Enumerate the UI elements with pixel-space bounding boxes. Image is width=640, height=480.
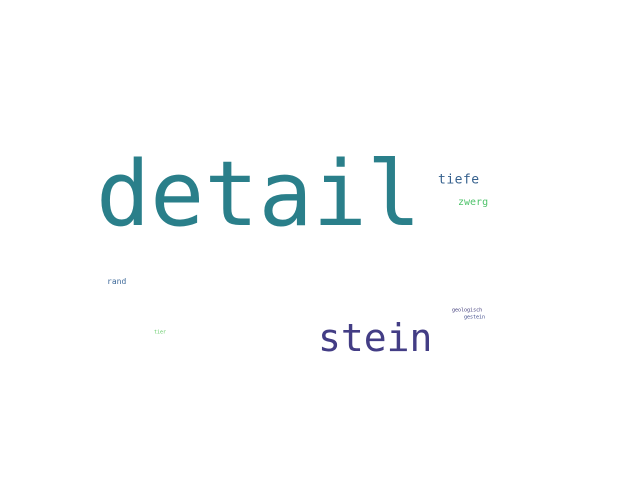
word-stein: stein [318, 316, 433, 360]
word-rand: rand [107, 277, 127, 286]
word-gestein: gestein [464, 314, 486, 321]
word-geologisch: geologisch [452, 307, 483, 314]
word-detail: detail [96, 142, 422, 247]
word-tiefe: tiefe [438, 172, 480, 188]
word-tier: tier [154, 329, 167, 336]
word-zwerg: zwerg [458, 197, 489, 208]
